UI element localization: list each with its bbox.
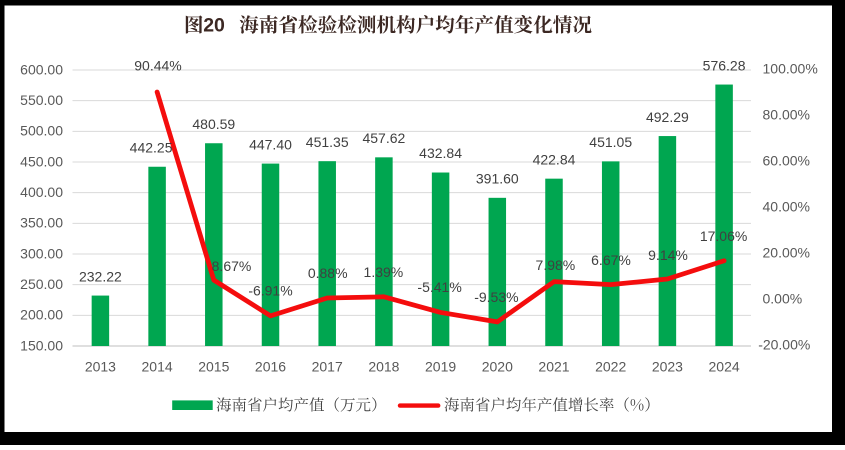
svg-text:17.06%: 17.06% (700, 228, 747, 244)
svg-text:8.67%: 8.67% (212, 258, 252, 274)
svg-text:480.59: 480.59 (192, 116, 235, 132)
svg-text:422.84: 422.84 (533, 151, 576, 167)
svg-text:450.00: 450.00 (20, 153, 63, 169)
svg-text:550.00: 550.00 (20, 92, 63, 108)
svg-text:-5.41%: -5.41% (417, 279, 461, 295)
svg-text:447.40: 447.40 (249, 136, 292, 152)
svg-text:2013: 2013 (85, 359, 116, 375)
svg-text:20: 20 (203, 15, 225, 37)
svg-text:432.84: 432.84 (419, 145, 462, 161)
svg-text:-20.00%: -20.00% (758, 336, 810, 352)
svg-text:200.00: 200.00 (20, 307, 63, 323)
svg-text:492.29: 492.29 (646, 109, 689, 125)
svg-text:150.00: 150.00 (20, 337, 63, 353)
svg-text:-9.53%: -9.53% (474, 289, 518, 305)
svg-text:100.00%: 100.00% (763, 60, 818, 76)
svg-text:2021: 2021 (538, 359, 569, 375)
svg-text:6.67%: 6.67% (591, 252, 631, 268)
svg-text:451.05: 451.05 (589, 134, 632, 150)
svg-text:250.00: 250.00 (20, 276, 63, 292)
svg-text:2017: 2017 (312, 359, 343, 375)
svg-text:400.00: 400.00 (20, 184, 63, 200)
svg-text:391.60: 391.60 (476, 171, 519, 187)
svg-text:-6.91%: -6.91% (248, 282, 292, 298)
svg-text:60.00%: 60.00% (763, 152, 810, 168)
svg-text:2019: 2019 (425, 359, 456, 375)
svg-text:2020: 2020 (482, 359, 513, 375)
svg-text:7.98%: 7.98% (536, 257, 576, 273)
svg-text:2014: 2014 (142, 359, 173, 375)
svg-text:500.00: 500.00 (20, 123, 63, 139)
svg-text:2023: 2023 (652, 359, 683, 375)
svg-text:1.39%: 1.39% (364, 264, 404, 280)
svg-text:2015: 2015 (198, 359, 229, 375)
svg-text:2016: 2016 (255, 359, 286, 375)
svg-text:576.28: 576.28 (703, 57, 746, 73)
svg-text:2022: 2022 (595, 359, 626, 375)
svg-text:600.00: 600.00 (20, 61, 63, 77)
svg-text:350.00: 350.00 (20, 215, 63, 231)
svg-text:20.00%: 20.00% (763, 244, 810, 260)
svg-text:40.00%: 40.00% (763, 198, 810, 214)
svg-text:457.62: 457.62 (362, 130, 405, 146)
svg-text:0.00%: 0.00% (763, 290, 803, 306)
svg-text:300.00: 300.00 (20, 245, 63, 261)
svg-text:0.88%: 0.88% (308, 265, 348, 281)
svg-text:232.22: 232.22 (79, 268, 122, 284)
svg-text:9.14%: 9.14% (648, 247, 688, 263)
svg-text:80.00%: 80.00% (763, 106, 810, 122)
svg-text:90.44%: 90.44% (134, 58, 181, 74)
svg-text:442.25: 442.25 (130, 139, 173, 155)
svg-text:2018: 2018 (368, 359, 399, 375)
svg-text:451.35: 451.35 (306, 134, 349, 150)
svg-text:2024: 2024 (709, 359, 740, 375)
